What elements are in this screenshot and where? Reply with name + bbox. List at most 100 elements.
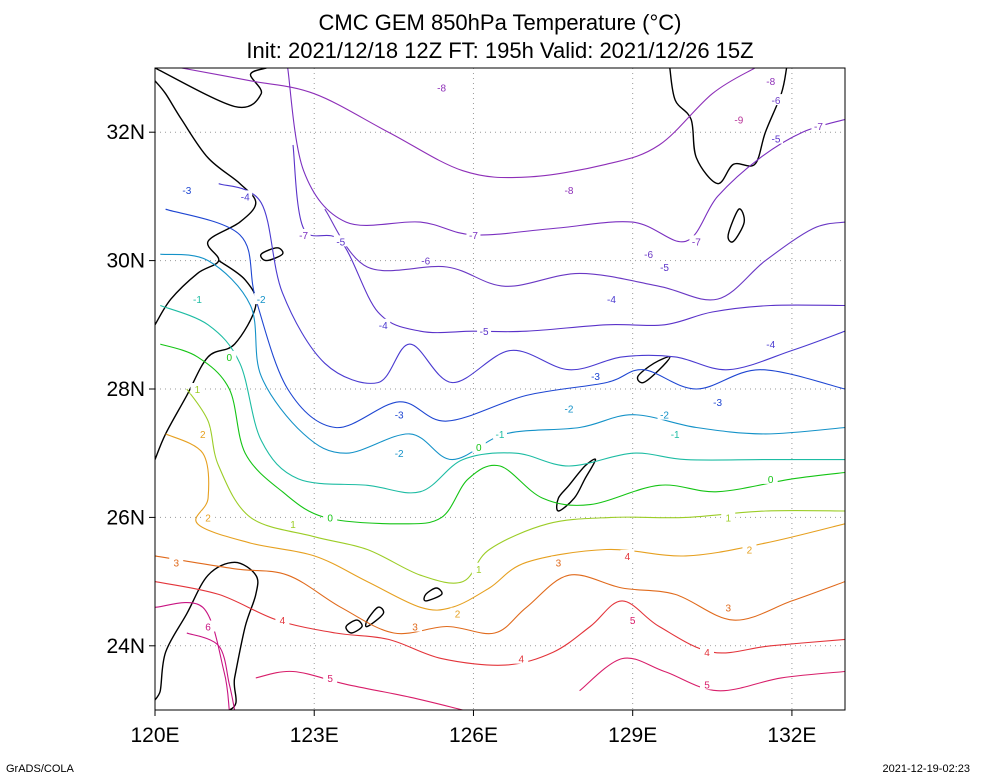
contour-label-bg	[392, 447, 407, 459]
contour-label: -8	[437, 83, 446, 94]
contour-label: 5	[704, 680, 710, 691]
contour-label: 1	[476, 565, 482, 576]
contour-label: -5	[660, 263, 669, 274]
contour-label: 4	[625, 552, 631, 563]
contour-label: 1	[725, 513, 731, 524]
contour-line	[155, 602, 230, 710]
contour-label: -1	[671, 430, 680, 441]
contour-label-bg	[657, 261, 672, 273]
contour-line	[155, 555, 845, 635]
contour-label: -8	[565, 186, 574, 197]
contour-label: -5	[480, 327, 489, 338]
coastline-layer	[155, 68, 788, 710]
contour-label: -3	[395, 411, 404, 422]
contour-label-bg	[700, 646, 714, 658]
x-tick-label: 123E	[290, 724, 339, 747]
contour-label-bg	[169, 556, 184, 568]
coastline-okinawa	[556, 458, 597, 512]
contour-label: 2	[200, 430, 206, 441]
contour-label-bg	[190, 293, 205, 305]
contour-label: -8	[766, 77, 775, 88]
gridlines	[154, 68, 845, 710]
contour-label: 0	[227, 353, 233, 364]
contour-label: -5	[772, 135, 781, 146]
contour-line	[165, 433, 845, 611]
contour-label: 2	[747, 546, 753, 557]
contour-line	[160, 253, 845, 461]
contour-label: -1	[193, 295, 202, 306]
contour-label: -2	[660, 411, 669, 422]
contour-label: -9	[734, 115, 743, 126]
contour-label: 3	[173, 558, 179, 569]
y-tick-label: 26N	[106, 506, 145, 529]
footer-timestamp: 2021-12-19-02:23	[883, 763, 970, 775]
contour-label: -7	[814, 122, 823, 133]
contour-label-bg	[588, 370, 603, 382]
contour-label: -3	[591, 372, 600, 383]
coastline-china-coast-south	[155, 260, 257, 460]
chart-subtitle: Init: 2021/12/18 12Z FT: 195h Valid: 202…	[246, 38, 753, 63]
contour-label-bg	[769, 94, 783, 106]
contour-label-bg	[392, 408, 407, 420]
contour-label-bg	[195, 427, 210, 439]
chart-title: CMC GEM 850hPa Temperature (°C)	[319, 10, 682, 35]
contour-label-bg	[434, 81, 449, 93]
contour-label: -2	[565, 404, 574, 415]
contour-label: 2	[205, 513, 211, 524]
contour-label-bg	[201, 620, 216, 632]
contour-label-bg	[493, 427, 507, 439]
contour-label: 2	[455, 610, 461, 621]
contour-label-bg	[201, 511, 216, 523]
y-tick-label: 28N	[106, 378, 145, 401]
contour-label-bg	[721, 511, 736, 523]
longitude-ticks: 120E 123E 126E 129E 132E	[130, 710, 816, 747]
contour-label: 0	[768, 475, 774, 486]
contour-label-bg	[620, 549, 635, 561]
contour-label-bg	[763, 338, 778, 350]
contour-label: 1	[195, 385, 201, 396]
coastline-amami	[636, 356, 671, 384]
contour-label: -2	[395, 449, 404, 460]
contour-label-bg	[333, 235, 348, 247]
contour-line	[218, 183, 845, 384]
contour-label: 3	[725, 603, 731, 614]
x-tick-label: 129E	[608, 724, 657, 747]
coastline-miyako	[423, 587, 443, 602]
contour-label-bg	[641, 248, 656, 260]
contour-label: 3	[412, 623, 418, 634]
contour-label: 5	[327, 674, 333, 685]
contour-label: -2	[257, 295, 266, 306]
contour-label: -5	[336, 237, 345, 248]
contour-label-bg	[721, 601, 736, 613]
contour-line	[165, 208, 845, 429]
contour-label: -6	[772, 96, 781, 107]
contour-line	[181, 68, 756, 179]
contour-label-bg	[689, 235, 704, 247]
contour-line	[186, 632, 236, 710]
contour-label: 4	[280, 616, 286, 627]
contour-line	[579, 657, 845, 692]
contour-label: -6	[421, 257, 430, 268]
contour-label: 6	[205, 623, 211, 634]
contour-label-bg	[604, 293, 619, 305]
contour-label-bg	[296, 228, 311, 240]
latitude-ticks: 24N 26N 28N 30N 32N	[106, 121, 155, 658]
contour-label-bg	[625, 614, 640, 626]
x-tick-label: 120E	[130, 724, 179, 747]
contour-line	[255, 670, 463, 710]
contour-line	[155, 581, 845, 666]
contour-label: -3	[182, 186, 191, 197]
contour-label-bg	[763, 74, 778, 86]
contour-label-bg	[286, 517, 300, 529]
y-tick-label: 24N	[106, 635, 145, 658]
contour-line	[160, 343, 845, 525]
contour-label: -4	[379, 321, 388, 332]
contour-label-bg	[668, 427, 683, 439]
coastline-china-coast	[155, 80, 257, 326]
contour-label-bg	[450, 607, 465, 619]
contour-label: -1	[496, 430, 505, 441]
contour-line	[186, 388, 845, 584]
contour-label-bg	[514, 652, 529, 664]
contour-label: -6	[644, 250, 653, 261]
